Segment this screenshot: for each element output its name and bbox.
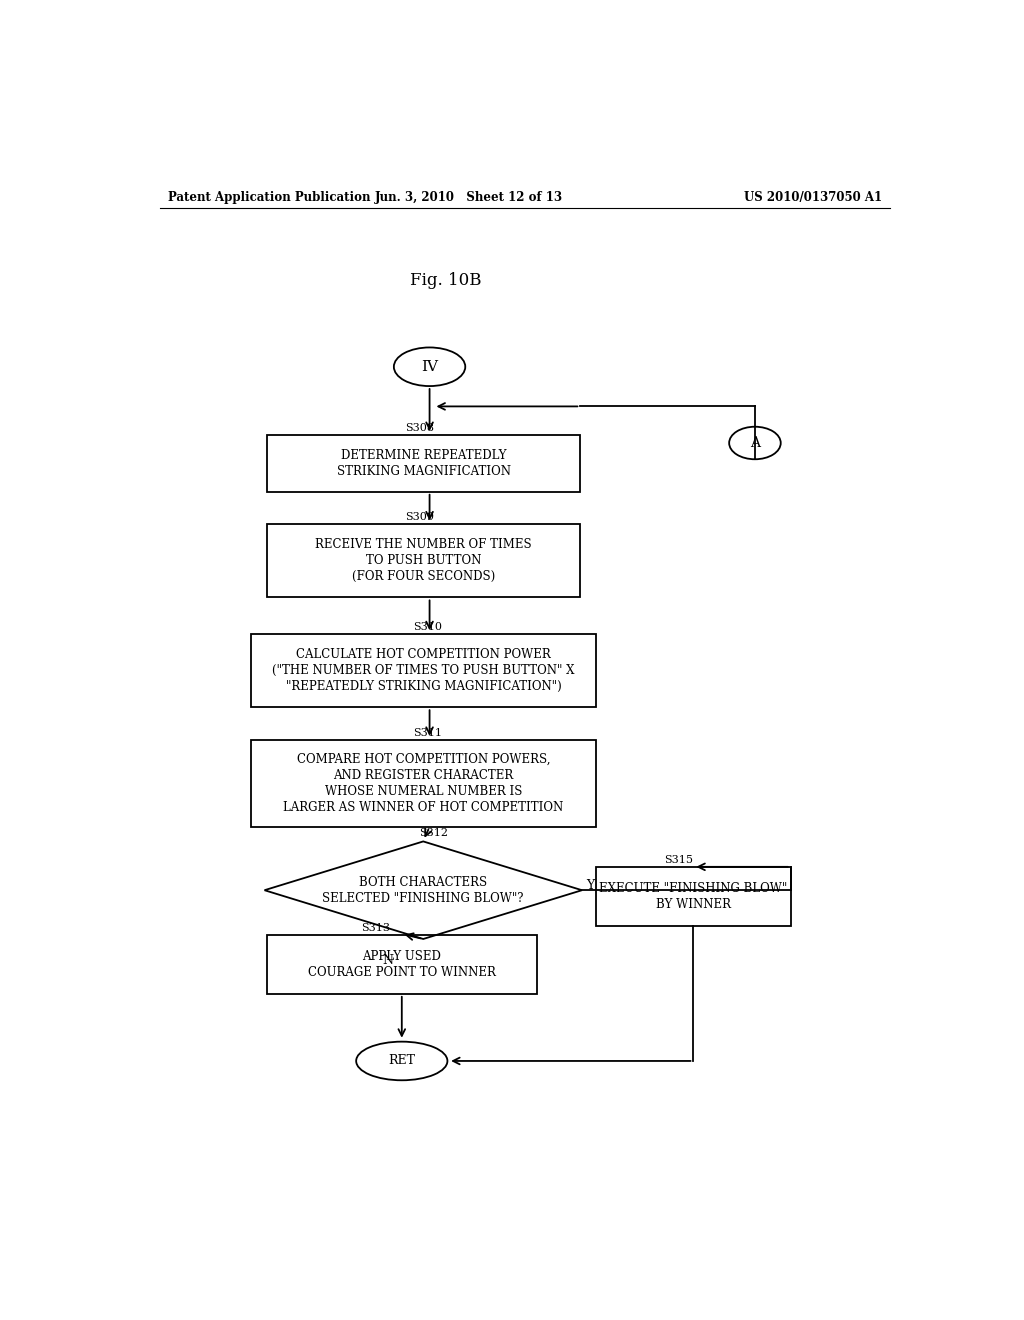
Text: S315: S315: [665, 855, 693, 865]
Text: S310: S310: [414, 622, 442, 632]
Text: S311: S311: [414, 727, 442, 738]
Bar: [267, 935, 537, 994]
Text: S309: S309: [404, 512, 434, 523]
Text: RECEIVE THE NUMBER OF TIMES
TO PUSH BUTTON
(FOR FOUR SECONDS): RECEIVE THE NUMBER OF TIMES TO PUSH BUTT…: [315, 539, 531, 583]
Text: S312: S312: [419, 829, 449, 838]
Bar: [267, 434, 581, 492]
Text: DETERMINE REPEATEDLY
STRIKING MAGNIFICATION: DETERMINE REPEATEDLY STRIKING MAGNIFICAT…: [337, 449, 511, 478]
Text: Jun. 3, 2010   Sheet 12 of 13: Jun. 3, 2010 Sheet 12 of 13: [375, 190, 563, 203]
Text: S308: S308: [404, 422, 434, 433]
Text: Patent Application Publication: Patent Application Publication: [168, 190, 371, 203]
Text: Fig. 10B: Fig. 10B: [410, 272, 481, 289]
Text: N: N: [382, 954, 393, 968]
Text: RET: RET: [388, 1055, 416, 1068]
Text: COMPARE HOT COMPETITION POWERS,
AND REGISTER CHARACTER
WHOSE NUMERAL NUMBER IS
L: COMPARE HOT COMPETITION POWERS, AND REGI…: [284, 752, 564, 814]
Bar: [251, 634, 596, 708]
Text: IV: IV: [421, 360, 438, 374]
Text: APPLY USED
COURAGE POINT TO WINNER: APPLY USED COURAGE POINT TO WINNER: [308, 950, 496, 979]
Text: Y: Y: [586, 879, 594, 891]
Text: US 2010/0137050 A1: US 2010/0137050 A1: [743, 190, 882, 203]
Bar: [596, 867, 791, 925]
Text: EXECUTE "FINISHING BLOW"
BY WINNER: EXECUTE "FINISHING BLOW" BY WINNER: [599, 882, 787, 911]
Text: BOTH CHARACTERS
SELECTED "FINISHING BLOW"?: BOTH CHARACTERS SELECTED "FINISHING BLOW…: [323, 875, 524, 904]
Bar: [251, 739, 596, 828]
Text: A: A: [750, 436, 760, 450]
Text: CALCULATE HOT COMPETITION POWER
("THE NUMBER OF TIMES TO PUSH BUTTON" X
"REPEATE: CALCULATE HOT COMPETITION POWER ("THE NU…: [272, 648, 574, 693]
Text: S313: S313: [361, 923, 390, 933]
Bar: [267, 524, 581, 598]
